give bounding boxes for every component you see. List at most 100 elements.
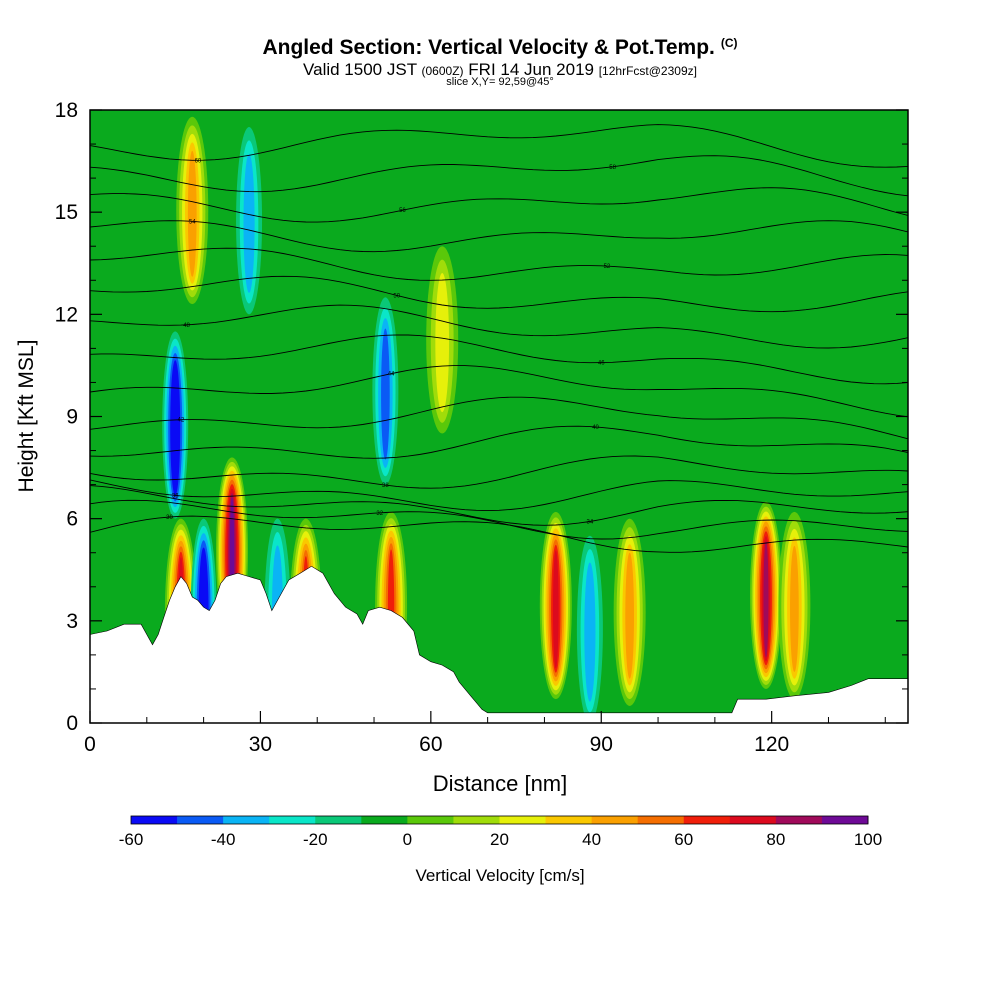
velocity-band (552, 550, 559, 669)
y-tick-label: 12 (55, 303, 78, 326)
colorbar-swatch (315, 816, 362, 824)
theta-line-42 (90, 396, 908, 440)
theta-line-60 (90, 124, 908, 168)
terrain (90, 565, 908, 723)
colorbar-swatch (453, 816, 500, 824)
velocity-band (625, 552, 635, 679)
theta-line-36 (90, 479, 908, 512)
theta-line-40 (90, 425, 908, 459)
colorbar-frame (130, 815, 869, 825)
theta-line-44 (90, 365, 908, 418)
colorbar-swatch (637, 816, 685, 824)
colorbar-swatch (683, 816, 731, 824)
updraft-5 (613, 518, 646, 706)
colorbar-swatch (821, 816, 869, 824)
theta-line-30 (90, 515, 908, 553)
colorbar-tick-label: -20 (303, 830, 328, 849)
colorbar-swatch (131, 816, 178, 824)
chart-title-mark: (C) (720, 36, 738, 50)
velocity-band (381, 328, 390, 460)
colorbar-swatch (499, 816, 547, 824)
x-tick-label: 120 (754, 733, 789, 756)
x-tick-label: 30 (249, 733, 272, 756)
colorbar-tick-label: 60 (674, 830, 693, 849)
theta-contours: 30 32 34 36 38 40 42 44 46 48 50 52 54 56 58 60 (90, 124, 908, 553)
downdraft-13 (576, 535, 603, 723)
theta-label: 60 (195, 158, 202, 164)
colorbar-swatch (591, 816, 639, 824)
colorbar-swatch (729, 816, 777, 824)
colorbar-tick-label: 0 (403, 830, 412, 849)
x-axis-label: Distance [nm] (433, 771, 568, 796)
y-axis-label: Height [Kft MSL] (15, 340, 38, 493)
theta-label: 36 (172, 493, 179, 499)
velocity-band (435, 272, 450, 413)
theta-line-38 (90, 455, 908, 489)
theta-line-52 (90, 247, 908, 281)
colorbar-tick-label: 20 (490, 830, 509, 849)
x-tick-label: 60 (419, 733, 442, 756)
colorbar-swatch (177, 816, 224, 824)
x-tick-label: 0 (84, 733, 96, 756)
chart-title-text: Angled Section: Vertical Velocity & Pot.… (262, 36, 715, 59)
colorbar-swatch (269, 816, 316, 824)
theta-label: 40 (592, 425, 599, 431)
theta-line-56 (90, 187, 908, 223)
y-tick-label: 9 (66, 406, 78, 429)
y-tick-label: 0 (66, 712, 78, 735)
downdraft-14 (236, 127, 263, 315)
theta-line-58 (90, 155, 908, 197)
theta-label: 44 (388, 372, 395, 378)
theta-label: 50 (393, 293, 400, 299)
theta-line-54 (90, 220, 908, 253)
colorbar: -60 -40 -20 0 20 40 60 80 100 (119, 815, 882, 849)
colorbar-tick-label: 100 (854, 830, 882, 849)
theta-label: 38 (382, 483, 389, 489)
theta-label: 58 (609, 165, 616, 171)
colorbar-label: Vertical Velocity [cm/s] (415, 866, 584, 885)
chart-title: Angled Section: Vertical Velocity & Pot.… (0, 36, 1000, 60)
y-tick-label: 15 (55, 201, 78, 224)
velocity-band (763, 541, 769, 658)
theta-label: 54 (189, 219, 196, 225)
theta-line-46 (90, 334, 908, 385)
theta-label: 52 (604, 264, 611, 270)
theta-label: 48 (183, 323, 190, 329)
updraft-9 (426, 246, 459, 434)
colorbar-tick-label: -40 (211, 830, 236, 849)
velocity-band (243, 153, 255, 293)
theta-line-32 (90, 499, 908, 540)
y-tick-label: 6 (66, 508, 78, 531)
velocity-band (187, 150, 197, 277)
colorbar-tick-label: 80 (766, 830, 785, 849)
theta-label: 34 (587, 519, 594, 525)
valid-utc: (0600Z) (421, 64, 464, 78)
theta-label: 56 (399, 208, 406, 214)
velocity-band (790, 545, 799, 672)
slice-info: slice X,Y= 92,59@45° (446, 76, 554, 88)
valid-date: FRI 14 Jun 2019 (468, 60, 594, 79)
chart-subtitle: Valid 1500 JST (0600Z) FRI 14 Jun 2019 [… (0, 60, 1000, 80)
colorbar-tick-label: -60 (119, 830, 144, 849)
valid-time: Valid 1500 JST (303, 60, 417, 79)
y-tick-label: 3 (66, 610, 78, 633)
updraft-7 (778, 511, 811, 700)
downdraft-12 (372, 297, 399, 485)
updraft-6 (749, 501, 782, 689)
theta-label: 42 (178, 418, 185, 424)
colorbar-swatch (407, 816, 454, 824)
velocity-band (584, 562, 596, 702)
updraft-4 (539, 511, 572, 700)
theta-label: 46 (598, 361, 605, 367)
colorbar-swatch (223, 816, 270, 824)
colorbar-tick-label: 40 (582, 830, 601, 849)
colorbar-swatch (545, 816, 593, 824)
colorbar-swatch (361, 816, 408, 824)
theta-label: 30 (166, 515, 173, 521)
theta-line-34 (90, 485, 908, 526)
updraft-8 (176, 116, 209, 305)
colorbar-swatch (775, 816, 823, 824)
terrain-fill (90, 565, 908, 723)
